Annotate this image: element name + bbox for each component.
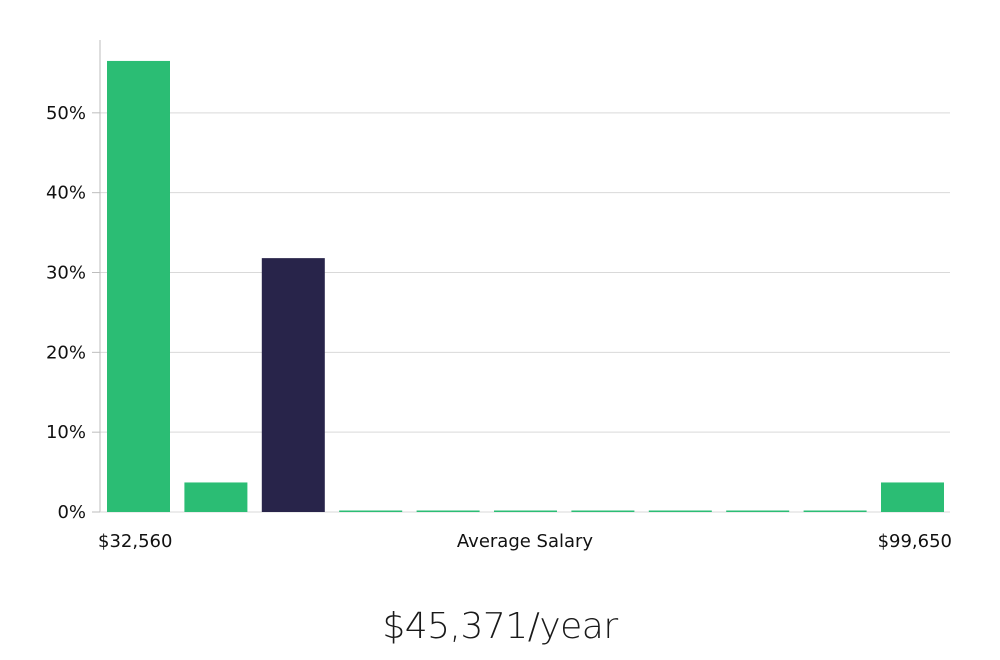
gridlines — [100, 112, 950, 433]
bar — [803, 510, 867, 512]
bar — [494, 510, 557, 512]
bar — [571, 510, 635, 512]
y-tick-label: 30% — [46, 263, 86, 284]
bar — [881, 482, 944, 512]
y-tick-label: 50% — [46, 103, 86, 124]
x-axis-labels: $32,560 Average Salary $99,650 — [98, 531, 952, 552]
bar-highlighted — [261, 258, 325, 512]
bar — [648, 510, 712, 512]
average-salary-summary: $45,371/year — [382, 606, 618, 647]
bar — [107, 60, 170, 513]
axes — [92, 40, 950, 513]
x-max-label: $99,650 — [878, 531, 952, 552]
bar — [184, 482, 248, 512]
bar — [726, 510, 790, 512]
x-axis-title: Average Salary — [457, 531, 594, 552]
bars — [107, 60, 944, 513]
y-tick-label: 0% — [57, 502, 86, 523]
y-tick-label: 40% — [46, 183, 86, 204]
bar — [416, 510, 480, 512]
y-tick-label: 10% — [46, 422, 86, 443]
bar — [339, 510, 403, 512]
x-min-label: $32,560 — [98, 531, 172, 552]
y-tick-label: 20% — [46, 342, 86, 363]
y-tick-labels: 0% 10% 20% 30% 40% 50% — [46, 103, 86, 523]
